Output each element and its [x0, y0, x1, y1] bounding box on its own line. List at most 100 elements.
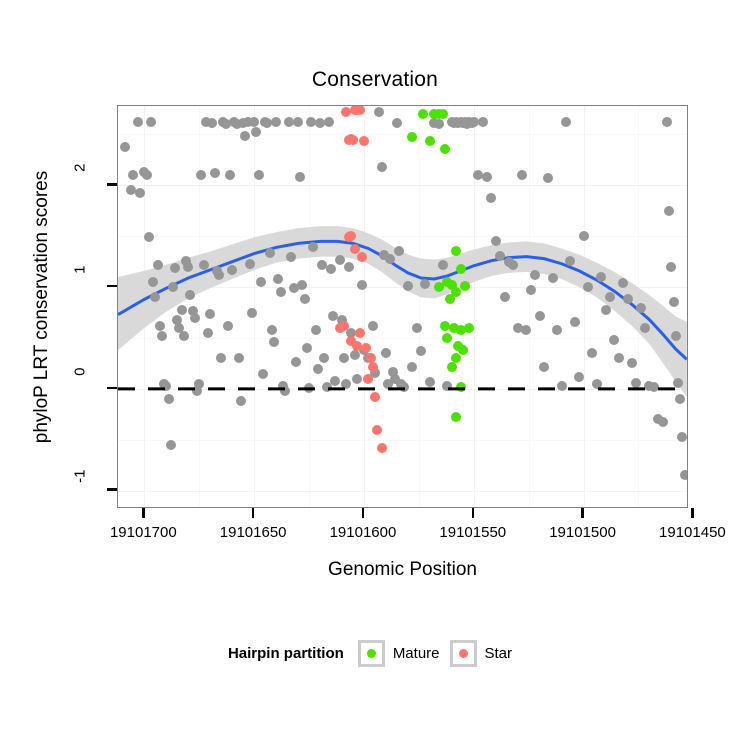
- legend-label: Star: [484, 645, 513, 662]
- data-point-other: [356, 280, 367, 291]
- x-axis-tick-label: 19101450: [659, 524, 726, 541]
- data-point-star: [345, 336, 356, 347]
- data-point-other: [394, 245, 405, 256]
- data-point-star: [358, 135, 369, 146]
- data-point-other: [330, 375, 341, 386]
- data-point-other: [266, 324, 277, 335]
- data-point-mature: [451, 353, 462, 364]
- data-point-other: [664, 205, 675, 216]
- x-axis-tick: [581, 508, 584, 518]
- data-point-mature: [451, 412, 462, 423]
- data-point-star: [352, 341, 363, 352]
- data-point-other: [481, 172, 492, 183]
- gridline-x-major: [254, 106, 256, 507]
- data-point-other: [675, 394, 686, 405]
- data-point-other: [128, 170, 139, 181]
- data-point-other: [380, 348, 391, 359]
- legend-item-star[interactable]: Star: [449, 640, 513, 667]
- data-point-other: [181, 255, 192, 266]
- data-point-other: [398, 381, 409, 392]
- data-point-other: [216, 353, 227, 364]
- data-point-other: [385, 253, 396, 264]
- data-point-mature: [457, 345, 468, 356]
- data-point-other: [433, 119, 444, 130]
- data-point-other: [240, 130, 251, 141]
- data-point-other: [574, 371, 585, 382]
- data-point-other: [679, 470, 687, 481]
- data-point-other: [150, 292, 161, 303]
- x-axis-tick-label: 19101550: [439, 524, 507, 541]
- data-point-other: [295, 172, 306, 183]
- data-point-other: [310, 324, 321, 335]
- data-point-other: [141, 170, 152, 181]
- data-point-other: [668, 297, 679, 308]
- data-point-star: [376, 442, 387, 453]
- data-point-star: [365, 353, 376, 364]
- data-point-other: [262, 118, 273, 129]
- x-axis-tick: [471, 508, 474, 518]
- data-point-mature: [407, 131, 418, 142]
- data-point-star: [361, 343, 372, 354]
- data-point-other: [132, 117, 143, 128]
- data-point-other: [591, 378, 602, 389]
- data-point-other: [251, 127, 262, 138]
- data-point-other: [677, 431, 687, 442]
- data-point-other: [477, 117, 488, 128]
- data-point-other: [521, 324, 532, 335]
- data-point-other: [383, 378, 394, 389]
- data-point-other: [174, 322, 185, 333]
- y-axis-tick-label: 0: [71, 367, 89, 376]
- gridline-y-minor: [118, 439, 687, 441]
- data-point-other: [315, 118, 326, 129]
- gridline-y-minor: [118, 338, 687, 340]
- x-axis-tick: [691, 508, 694, 518]
- data-point-other: [253, 170, 264, 181]
- data-point-other: [273, 274, 284, 284]
- data-point-other: [600, 304, 611, 315]
- data-point-other: [312, 363, 323, 374]
- data-point-other: [565, 255, 576, 266]
- data-point-mature: [455, 324, 466, 335]
- gridline-y-major: [118, 287, 687, 289]
- data-point-other: [374, 107, 385, 118]
- data-point-other: [297, 280, 308, 291]
- data-point-other: [407, 361, 418, 372]
- legend-dot-icon: [458, 649, 468, 658]
- data-point-other: [490, 236, 501, 247]
- data-point-mature: [442, 333, 453, 344]
- data-point-other: [525, 285, 536, 296]
- data-point-mature: [440, 143, 451, 154]
- data-point-star: [367, 361, 378, 372]
- gridline-x-minor: [199, 106, 201, 507]
- data-point-other: [156, 330, 167, 341]
- data-point-other: [192, 385, 203, 396]
- y-axis-tick: [107, 488, 117, 491]
- data-point-other: [631, 377, 642, 388]
- data-point-other: [249, 117, 260, 128]
- data-point-other: [613, 353, 624, 364]
- chart-title: Conservation: [311, 68, 439, 91]
- legend-key-swatch: [449, 640, 477, 667]
- data-point-other: [442, 380, 453, 391]
- data-point-other: [323, 117, 334, 128]
- data-point-other: [290, 357, 301, 368]
- data-point-other: [369, 367, 380, 378]
- data-point-other: [172, 314, 183, 325]
- data-point-other: [308, 242, 319, 253]
- data-point-mature: [446, 361, 457, 372]
- data-point-other: [299, 294, 310, 305]
- data-point-other: [205, 308, 216, 319]
- data-point-other: [662, 117, 673, 128]
- data-point-other: [222, 320, 233, 331]
- data-point-other: [534, 310, 545, 321]
- data-point-other: [198, 259, 209, 270]
- x-axis-tick: [142, 508, 145, 518]
- legend-item-mature[interactable]: Mature: [357, 640, 440, 667]
- data-point-other: [126, 185, 137, 196]
- legend-label: Mature: [392, 645, 440, 662]
- data-point-other: [200, 117, 211, 128]
- data-point-other: [284, 117, 295, 128]
- data-point-other: [176, 304, 187, 315]
- data-point-other: [334, 254, 345, 265]
- data-point-other: [648, 381, 659, 392]
